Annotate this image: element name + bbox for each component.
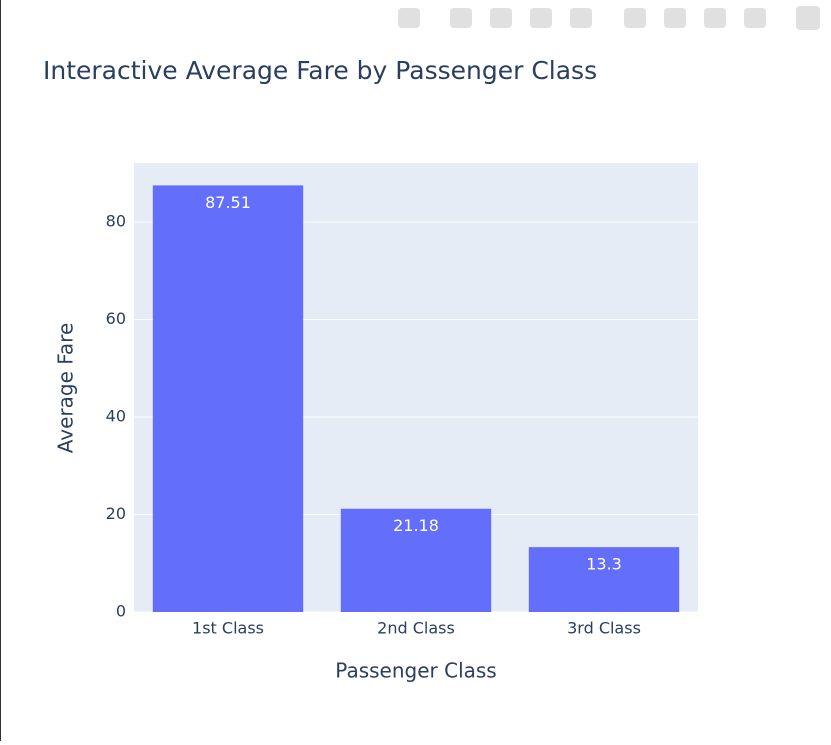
y-tick-label: 20	[106, 504, 126, 523]
y-tick-label: 80	[106, 211, 126, 230]
value-label: 21.18	[393, 516, 439, 535]
chart-title: Interactive Average Fare by Passenger Cl…	[43, 56, 597, 85]
bar	[152, 185, 304, 612]
modebar	[398, 6, 820, 30]
x-axis-title: Passenger Class	[335, 659, 496, 683]
bar	[340, 508, 492, 612]
y-tick-label: 0	[116, 602, 126, 621]
select-button[interactable]	[530, 8, 552, 28]
y-tick-label: 40	[106, 406, 126, 425]
y-tick-label: 60	[106, 309, 126, 328]
autoscale-button[interactable]	[704, 8, 726, 28]
y-axis-title: Average Fare	[54, 323, 78, 454]
x-tick-label: 1st Class	[192, 619, 264, 638]
value-label: 87.51	[205, 193, 251, 212]
zoom-in-button[interactable]	[624, 8, 646, 28]
x-tick-label: 3rd Class	[567, 619, 641, 638]
x-tick-label: 2nd Class	[377, 619, 455, 638]
zoom-button[interactable]	[450, 8, 472, 28]
plotly-logo[interactable]	[796, 6, 820, 30]
pan-button[interactable]	[490, 8, 512, 28]
camera-button[interactable]	[398, 8, 420, 28]
value-label: 13.3	[586, 555, 622, 574]
bar	[528, 547, 680, 612]
zoom-out-button[interactable]	[664, 8, 686, 28]
lasso-button[interactable]	[570, 8, 592, 28]
reset-button[interactable]	[744, 8, 766, 28]
